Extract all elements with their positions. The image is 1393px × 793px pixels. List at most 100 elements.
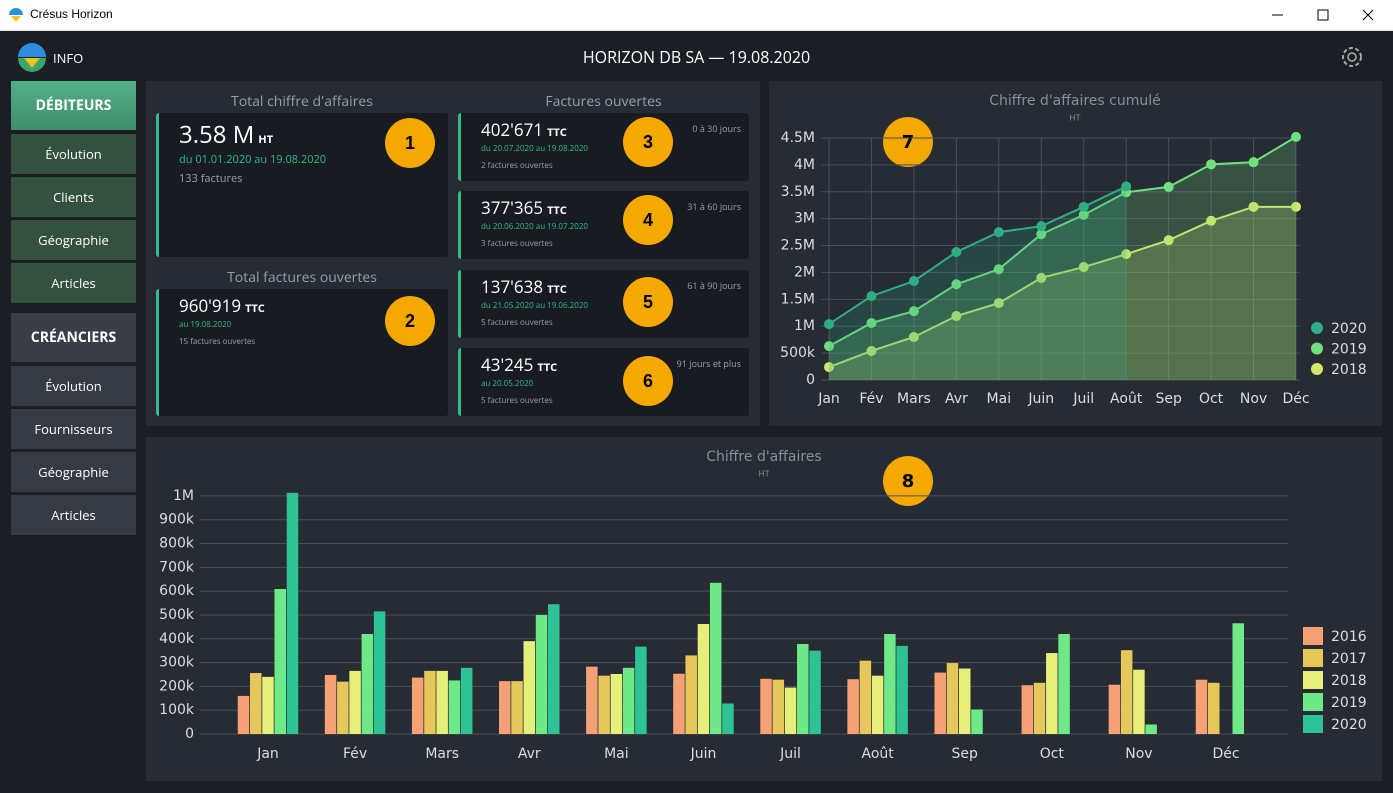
point — [1078, 209, 1089, 220]
bar — [610, 674, 623, 734]
app-icon — [9, 8, 23, 22]
x-tick-label: Avr — [945, 391, 968, 407]
amount-unit: TTC — [547, 125, 567, 140]
bar — [337, 681, 349, 734]
amount-unit: TTC — [547, 282, 567, 297]
invoice-count: 2 factures ouvertes — [481, 160, 553, 171]
nav-button[interactable]: Clients — [11, 177, 136, 217]
y-tick-label: 0 — [806, 372, 815, 388]
amount-value: 137'638 — [481, 275, 544, 298]
legend-label: 2018 — [1331, 673, 1367, 689]
settings-icon[interactable] — [1339, 44, 1365, 70]
bar — [871, 675, 884, 734]
nav-button[interactable]: Géographie — [11, 452, 136, 492]
bar — [722, 703, 734, 734]
x-tick-label: Déc — [1282, 391, 1309, 407]
amount-unit: TTC — [537, 360, 558, 375]
bar — [237, 695, 250, 734]
y-tick-label: 2M — [794, 264, 815, 280]
y-tick-label: 500k — [780, 345, 816, 361]
x-tick-label: Jan — [256, 746, 279, 762]
bar — [884, 634, 896, 734]
bar — [709, 582, 722, 734]
cumulative-chart-panel: Jan Fév Mars Avr Mai Juin Juil Août Sep Oct Nov Déc… — [769, 81, 1382, 426]
age-range: 61 à 90 jours — [687, 279, 741, 292]
invoice-count: 3 factures ouvertes — [481, 238, 553, 249]
point — [1206, 215, 1217, 226]
point — [908, 306, 919, 317]
nav-button[interactable]: Articles — [11, 263, 136, 303]
x-tick-label: Sep — [952, 746, 979, 762]
amount-value: 377'365 — [481, 196, 544, 219]
badge — [883, 117, 933, 167]
badge: 3 — [623, 117, 673, 167]
kpi-card: 43'245 TTC au 20.05.2020 5 factures ouverte… — [458, 348, 749, 416]
bar — [349, 670, 361, 734]
point — [866, 291, 877, 302]
point — [1121, 249, 1132, 260]
y-tick-label: 4M — [794, 157, 815, 173]
bar — [673, 673, 685, 734]
nav-group-button[interactable]: DÉBITEURS — [11, 81, 136, 130]
point — [993, 298, 1004, 309]
bar — [809, 650, 821, 734]
y-tick-label: 4.5M — [781, 130, 815, 146]
bar — [685, 655, 697, 734]
y-tick-label: 600k — [159, 583, 195, 599]
nav-button[interactable]: Géographie — [11, 220, 136, 260]
nav-button[interactable]: Fournisseurs — [11, 409, 136, 449]
point — [1036, 229, 1047, 240]
point — [951, 310, 962, 321]
amount: 137'638 TTC — [481, 275, 567, 298]
x-tick-label: Jan — [817, 391, 840, 407]
card-heading: Total factures ouvertes — [227, 268, 377, 287]
section-label: INFO — [53, 49, 84, 67]
point — [951, 279, 962, 290]
point — [1163, 181, 1174, 192]
window-controls[interactable] — [1260, 0, 1393, 30]
legend-marker — [1311, 342, 1323, 355]
invoice-count: 5 factures ouvertes — [481, 317, 553, 328]
y-tick-label: 400k — [159, 631, 195, 647]
bar — [274, 589, 286, 734]
point — [1078, 201, 1089, 212]
y-tick-label: 100k — [159, 702, 195, 718]
period: au 19.08.2020 — [179, 319, 232, 330]
bar — [460, 667, 473, 734]
nav-button[interactable]: Évolution — [11, 366, 136, 406]
bar — [286, 492, 299, 734]
kpi-card: 377'365 TTC du 20.06.2020 au 19.07.2020 3 f… — [458, 191, 749, 259]
bar — [797, 644, 809, 734]
x-tick-label: Mars — [897, 391, 931, 407]
amount-value: 3.58 M — [179, 118, 255, 151]
x-tick-label: Juin — [1027, 391, 1054, 407]
bar — [971, 709, 983, 734]
point — [1163, 235, 1174, 246]
point — [993, 227, 1004, 238]
amount: 3.58 M HT — [179, 118, 273, 151]
x-tick-label: Fév — [343, 746, 367, 762]
bar — [535, 614, 548, 734]
y-tick-label: 300k — [159, 655, 195, 671]
amount: 377'365 TTC — [481, 196, 567, 219]
bar — [1133, 669, 1145, 734]
amount: 960'919 TTC — [179, 294, 265, 317]
bar — [250, 673, 262, 734]
badge: 2 — [385, 296, 435, 346]
nav-group-button[interactable]: CRÉANCIERS — [11, 313, 136, 362]
nav-button[interactable]: Évolution — [11, 134, 136, 174]
legend-label: 2016 — [1331, 629, 1367, 645]
y-tick-label: 500k — [159, 607, 195, 623]
nav-button[interactable]: Articles — [11, 495, 136, 535]
age-range: 91 jours et plus — [676, 357, 741, 370]
badge: 6 — [623, 356, 673, 406]
x-tick-label: Fév — [859, 391, 883, 407]
bar — [934, 672, 946, 734]
kpi-card: 402'671 TTC du 20.07.2020 au 19.08.2020 2 f… — [458, 113, 749, 181]
x-tick-label: Juil — [779, 746, 801, 762]
y-tick-label: 3.5M — [781, 184, 815, 200]
bar — [697, 624, 710, 734]
period: du 01.01.2020 au 19.08.2020 — [179, 152, 327, 167]
point — [1206, 159, 1217, 170]
